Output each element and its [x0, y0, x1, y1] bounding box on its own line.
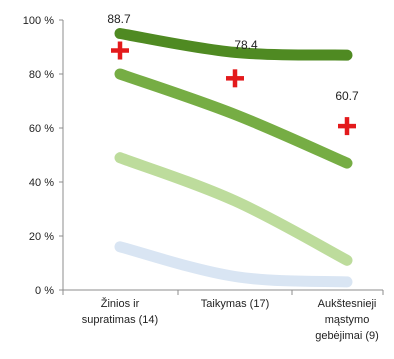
y-tick-label: 20 %	[29, 231, 54, 243]
marker-value-label: 88.7	[107, 12, 131, 26]
marker-cross	[226, 69, 244, 88]
x-tick-label-line: Žinios ir	[101, 297, 140, 310]
axes-layer: 0 % 20 % 40 % 60 % 80 % 100 % Žinios ir suprati…	[23, 15, 384, 342]
series-layer	[114, 28, 353, 288]
marker-cross-v	[232, 69, 238, 88]
marker-value-label: 60.7	[335, 89, 359, 103]
marker-cross	[338, 117, 356, 136]
y-tick-label: 40 %	[29, 177, 54, 189]
y-tick-label: 0 %	[35, 285, 54, 297]
x-tick-label: Taikymas (17)	[201, 298, 269, 310]
x-tick-label: Žinios ir supratimas (14)	[82, 297, 158, 326]
x-tick-label-line: mąstymo	[325, 314, 370, 326]
marker-cross	[111, 41, 129, 60]
series-line-4	[114, 241, 353, 288]
y-tick-label: 100 %	[23, 15, 54, 27]
marker-cross-v	[344, 117, 350, 136]
marker-value-label: 78.4	[234, 38, 258, 52]
marker-layer	[111, 41, 356, 136]
x-tick-label: Aukštesnieji mąstymo gebėjimai (9)	[315, 298, 379, 342]
series-line-2	[114, 68, 353, 169]
series-line-3	[114, 152, 353, 266]
y-tick-label: 60 %	[29, 123, 54, 135]
x-tick-label-line: supratimas (14)	[82, 314, 158, 326]
label-layer: 88.7 78.4 60.7	[107, 12, 359, 103]
x-tick-label-line: gebėjimai (9)	[315, 330, 379, 342]
x-tick-label-line: Taikymas (17)	[201, 298, 269, 310]
marker-cross-v	[117, 41, 123, 60]
y-tick-label: 80 %	[29, 69, 54, 81]
series-line-1	[114, 28, 353, 61]
x-tick-label-line: Aukštesnieji	[318, 298, 377, 310]
